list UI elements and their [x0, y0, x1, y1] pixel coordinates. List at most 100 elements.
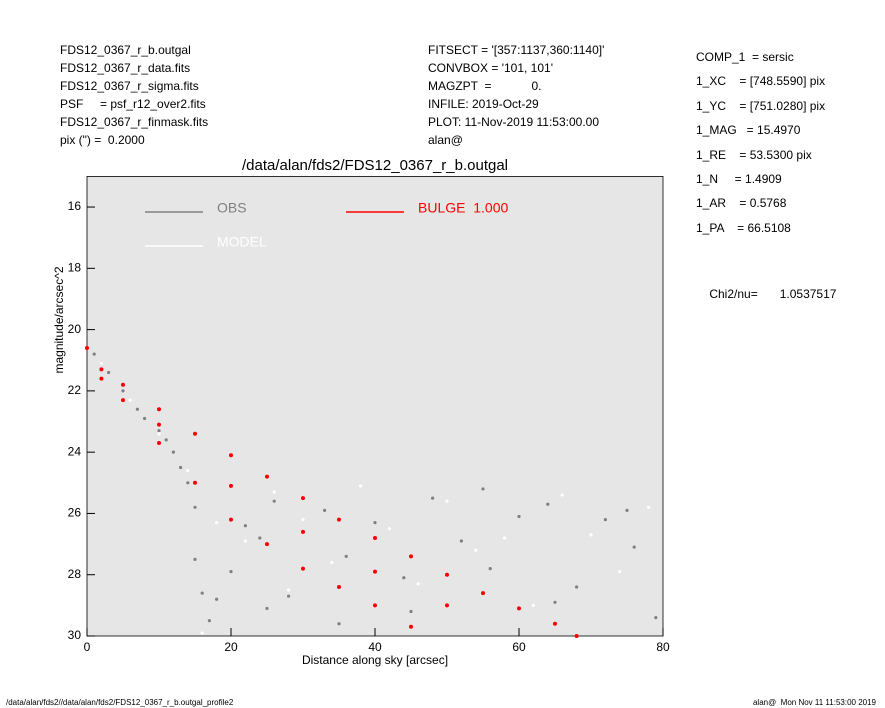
point	[164, 438, 168, 442]
point	[215, 597, 219, 601]
point	[301, 529, 305, 534]
point	[229, 570, 233, 574]
header-line: pix (") = 0.2000	[60, 133, 145, 147]
legend-label: MODEL	[217, 234, 267, 250]
point	[647, 505, 651, 509]
point	[575, 585, 579, 589]
point	[200, 631, 204, 635]
point	[207, 619, 211, 623]
point	[99, 376, 104, 381]
y-tick-label: 30	[68, 628, 82, 642]
header-line: 1_N = 1.4909	[696, 172, 782, 187]
header-line: COMP_1 = sersic	[696, 50, 794, 64]
point	[215, 521, 219, 525]
point	[157, 429, 161, 433]
point	[121, 398, 125, 403]
point	[200, 591, 204, 595]
point	[135, 407, 139, 411]
point	[301, 517, 305, 522]
y-tick-label: 26	[68, 506, 82, 520]
point	[265, 606, 269, 611]
point	[157, 432, 161, 436]
point	[186, 481, 190, 485]
point	[373, 603, 377, 608]
point	[99, 361, 103, 365]
point	[243, 524, 247, 528]
header-line: INFILE: 2019-Oct-29	[428, 97, 539, 111]
point	[193, 557, 197, 562]
y-tick-label: 16	[68, 199, 82, 213]
x-tick-label: 80	[656, 640, 670, 654]
point	[431, 496, 435, 500]
legend-label: BULGE 1.000	[418, 200, 508, 216]
point	[445, 572, 449, 577]
point	[481, 591, 485, 596]
x-tick-label: 60	[512, 640, 526, 654]
point	[121, 382, 125, 387]
legend-label: OBS	[217, 200, 247, 216]
point	[157, 440, 161, 445]
point	[553, 600, 557, 604]
point	[193, 431, 197, 436]
point	[625, 508, 629, 512]
point	[402, 576, 406, 580]
point	[445, 603, 449, 608]
x-tick-label: 0	[84, 640, 91, 654]
point	[143, 416, 147, 421]
x-tick-label: 40	[368, 640, 382, 654]
chi2-label: Chi2/nu=	[709, 287, 758, 301]
point	[517, 514, 521, 519]
point	[474, 548, 478, 552]
y-tick-label: 18	[68, 260, 82, 274]
point	[488, 566, 492, 571]
y-tick-label: 28	[68, 567, 82, 581]
point	[387, 527, 391, 531]
point	[560, 493, 564, 497]
header-line: alan@	[428, 133, 463, 147]
point	[121, 389, 125, 393]
point	[186, 468, 190, 473]
point	[272, 499, 276, 503]
point	[323, 508, 327, 512]
point	[409, 609, 413, 614]
point	[344, 554, 348, 558]
point	[632, 545, 636, 549]
point	[618, 570, 622, 574]
point	[337, 584, 341, 589]
point	[330, 560, 334, 565]
point	[531, 603, 536, 607]
point	[373, 521, 377, 525]
point	[553, 621, 557, 626]
point	[229, 517, 233, 522]
point	[409, 624, 413, 629]
point	[301, 566, 305, 571]
point	[179, 465, 183, 470]
point	[517, 606, 521, 611]
point	[171, 450, 175, 454]
point	[92, 352, 96, 356]
y-axis-label: magnitude/arcsec^2	[52, 266, 66, 373]
point	[654, 616, 658, 620]
header-line: PLOT: 11-Nov-2019 11:53:00.00	[428, 115, 599, 129]
header-line: 1_PA = 66.5108	[696, 220, 791, 235]
header-line: PSF = psf_r12_over2.fits	[60, 97, 206, 111]
point	[265, 542, 269, 547]
point	[157, 407, 161, 412]
header-line: FDS12_0367_r_data.fits	[60, 61, 191, 75]
chi2-row: Chi2/nu= 1.0537517	[696, 273, 836, 315]
header-line: FDS12_0367_r_b.outgal	[60, 43, 191, 57]
middle-header: FITSECT = '[357:1137,360:1140]' CONVBOX =…	[428, 41, 604, 149]
point	[229, 483, 233, 488]
point	[128, 398, 132, 402]
header-line: 1_YC = [751.0280] pix	[696, 98, 826, 113]
plot-area	[86, 175, 664, 637]
point	[503, 536, 507, 540]
chart: /data/alan/fds2/FDS12_0367_r_b.outgal Di…	[52, 157, 670, 667]
point	[574, 634, 579, 638]
point	[416, 582, 420, 586]
footer-left: /data/alan/fds2//data/alan/fds2/FDS12_03…	[6, 698, 234, 707]
x-axis-label: Distance along sky [arcsec]	[302, 653, 448, 667]
point	[265, 474, 269, 479]
point	[603, 517, 608, 522]
